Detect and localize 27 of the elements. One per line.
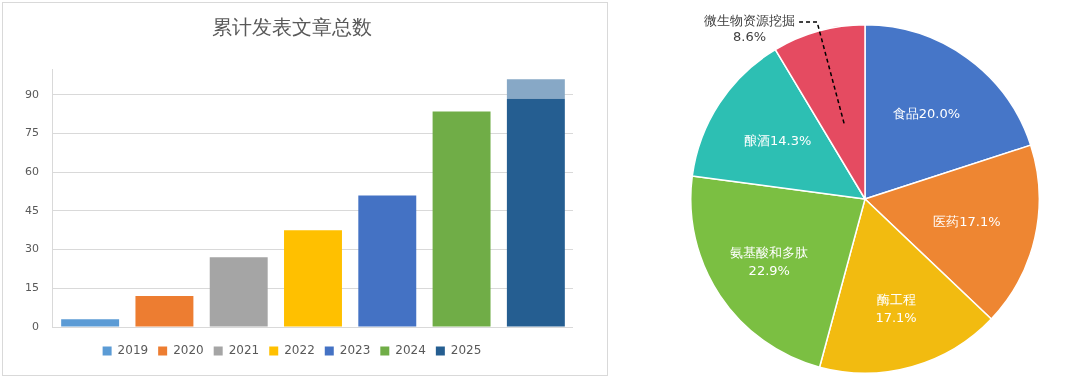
data-label: 17.1% xyxy=(959,213,1001,229)
legend-label: 2022 xyxy=(284,343,315,358)
legend-label: 2019 xyxy=(117,343,149,358)
slice-label: 食品 xyxy=(892,105,919,121)
legend-label: 2020 xyxy=(173,343,204,358)
y-tick-label: 15 xyxy=(25,281,39,295)
chart-title: 累计发表文章总数 xyxy=(212,15,372,40)
y-tick-label: 30 xyxy=(25,242,39,256)
legend-label: 2025 xyxy=(450,343,482,358)
y-tick-label: 75 xyxy=(25,126,39,140)
data-label: 22.9% xyxy=(748,263,790,279)
legend-label: 2021 xyxy=(228,343,260,358)
legend-label: 2024 xyxy=(395,343,426,358)
slice-label: 微生物资源挖掘 xyxy=(704,13,796,29)
data-label: 20.0% xyxy=(918,105,961,121)
slice-label: 医药 xyxy=(933,213,960,229)
data-label: 8.6% xyxy=(733,29,767,45)
data-label: 17.1% xyxy=(875,310,917,326)
y-tick-label: 60 xyxy=(25,165,39,179)
y-tick-label: 90 xyxy=(25,87,39,101)
slice-label: 氨基酸和多肽 xyxy=(730,245,809,261)
legend-label: 2023 xyxy=(339,343,371,358)
slice-label: 酿酒 xyxy=(743,132,770,148)
data-label: 14.3% xyxy=(769,132,812,148)
y-tick-label: 0 xyxy=(32,319,39,333)
slice-label: 酶工程 xyxy=(876,292,916,308)
y-tick-label: 45 xyxy=(25,203,39,217)
